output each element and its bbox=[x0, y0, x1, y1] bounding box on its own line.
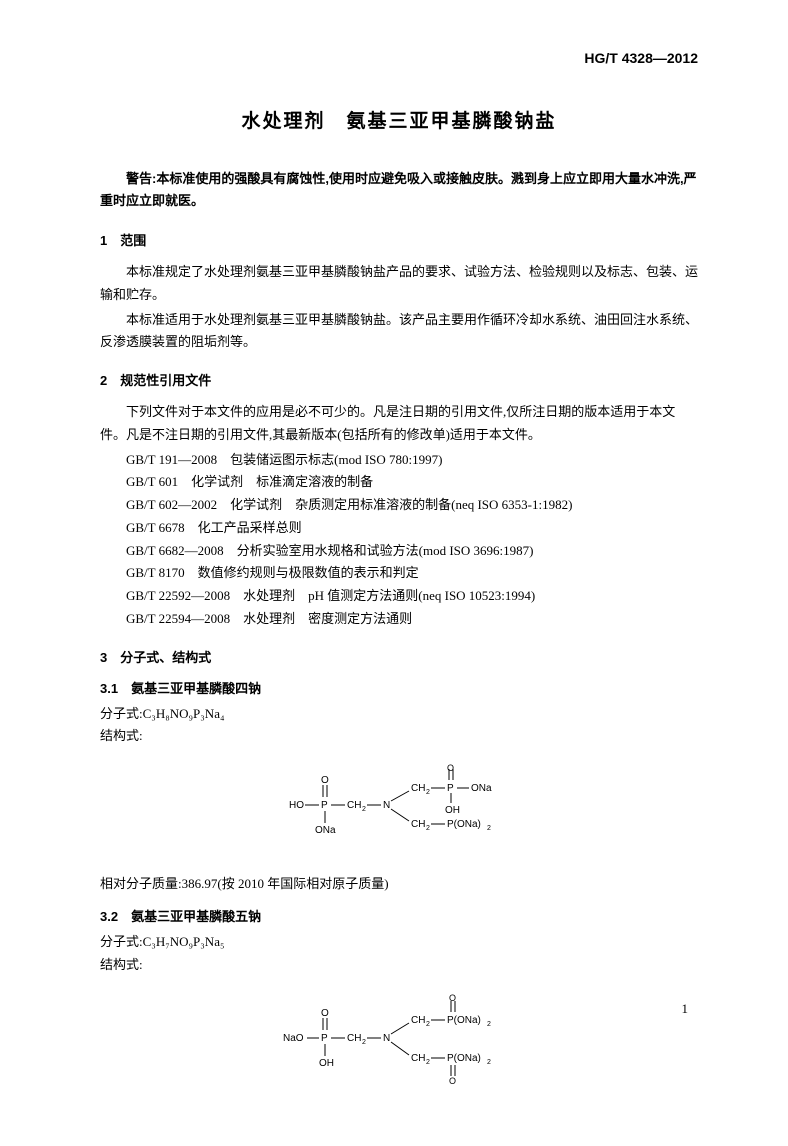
svg-text:P(ONa): P(ONa) bbox=[447, 1015, 481, 1026]
reference-2: GB/T 601 化学试剂 标准滴定溶液的制备 bbox=[100, 471, 698, 494]
section-1-heading: 1 范围 bbox=[100, 230, 698, 249]
svg-text:HO: HO bbox=[289, 800, 304, 811]
svg-text:CH: CH bbox=[347, 1033, 361, 1044]
svg-text:2: 2 bbox=[487, 1021, 491, 1028]
svg-text:O: O bbox=[449, 993, 456, 1003]
svg-text:CH: CH bbox=[347, 800, 361, 811]
section-3-heading: 3 分子式、结构式 bbox=[100, 647, 698, 666]
svg-text:P: P bbox=[321, 800, 328, 811]
svg-text:P(ONa): P(ONa) bbox=[447, 819, 481, 830]
reference-1: GB/T 191—2008 包装储运图示标志(mod ISO 780:1997) bbox=[100, 449, 698, 472]
svg-text:P: P bbox=[447, 783, 454, 794]
svg-text:2: 2 bbox=[426, 1021, 430, 1028]
reference-8: GB/T 22594—2008 水处理剂 密度测定方法通则 bbox=[100, 608, 698, 631]
svg-text:OH: OH bbox=[319, 1058, 334, 1069]
reference-5: GB/T 6682—2008 分析实验室用水规格和试验方法(mod ISO 36… bbox=[100, 540, 698, 563]
structure-diagram-3-1: HO P O ONa CH 2 N CH 2 bbox=[100, 763, 698, 858]
reference-3: GB/T 602—2002 化学试剂 杂质测定用标准溶液的制备(neq ISO … bbox=[100, 494, 698, 517]
formula-3-1: 分子式:C₃H₈NO₉P₃Na₄ bbox=[100, 703, 698, 726]
section-1-para-1: 本标准规定了水处理剂氨基三亚甲基膦酸钠盐产品的要求、试验方法、检验规则以及标志、… bbox=[100, 261, 698, 307]
svg-text:CH: CH bbox=[411, 819, 425, 830]
svg-text:N: N bbox=[383, 800, 390, 811]
molecular-mass-3-1: 相对分子质量:386.97(按 2010 年国际相对原子质量) bbox=[100, 873, 698, 896]
section-2-intro: 下列文件对于本文件的应用是必不可少的。凡是注日期的引用文件,仅所注日期的版本适用… bbox=[100, 401, 698, 447]
svg-text:2: 2 bbox=[487, 1059, 491, 1066]
svg-text:ONa: ONa bbox=[471, 783, 492, 794]
reference-4: GB/T 6678 化工产品采样总则 bbox=[100, 517, 698, 540]
structure-label-3-2: 结构式: bbox=[100, 954, 698, 977]
svg-text:NaO: NaO bbox=[283, 1033, 304, 1044]
svg-text:2: 2 bbox=[426, 1059, 430, 1066]
svg-text:CH: CH bbox=[411, 1015, 425, 1026]
structure-diagram-3-2: NaO P O OH CH 2 N CH 2 bbox=[100, 991, 698, 1091]
reference-7: GB/T 22592—2008 水处理剂 pH 值测定方法通则(neq ISO … bbox=[100, 585, 698, 608]
svg-text:P: P bbox=[321, 1033, 328, 1044]
svg-text:ONa: ONa bbox=[315, 825, 336, 836]
svg-text:O: O bbox=[321, 1008, 329, 1019]
svg-text:N: N bbox=[383, 1033, 390, 1044]
svg-text:2: 2 bbox=[362, 1039, 366, 1046]
formula-3-2: 分子式:C₃H₇NO₉P₃Na₅ bbox=[100, 931, 698, 954]
document-title: 水处理剂 氨基三亚甲基膦酸钠盐 bbox=[100, 106, 698, 133]
structure-label-3-1: 结构式: bbox=[100, 725, 698, 748]
section-2-heading: 2 规范性引用文件 bbox=[100, 370, 698, 389]
page-number: 1 bbox=[682, 1001, 689, 1017]
svg-text:O: O bbox=[449, 1076, 456, 1086]
svg-text:2: 2 bbox=[362, 806, 366, 813]
svg-text:P(ONa): P(ONa) bbox=[447, 1053, 481, 1064]
svg-text:2: 2 bbox=[487, 825, 491, 832]
svg-text:OH: OH bbox=[445, 805, 460, 816]
svg-text:CH: CH bbox=[411, 783, 425, 794]
svg-text:CH: CH bbox=[411, 1053, 425, 1064]
section-3-2-heading: 3.2 氨基三亚甲基膦酸五钠 bbox=[100, 906, 698, 925]
reference-6: GB/T 8170 数值修约规则与极限数值的表示和判定 bbox=[100, 562, 698, 585]
svg-text:O: O bbox=[321, 775, 329, 786]
svg-text:2: 2 bbox=[426, 825, 430, 832]
standard-code: HG/T 4328—2012 bbox=[100, 50, 698, 66]
warning-text: 警告:本标准使用的强酸具有腐蚀性,使用时应避免吸入或接触皮肤。溅到身上应立即用大… bbox=[100, 168, 698, 212]
svg-text:O: O bbox=[447, 763, 454, 773]
section-1-para-2: 本标准适用于水处理剂氨基三亚甲基膦酸钠盐。该产品主要用作循环冷却水系统、油田回注… bbox=[100, 309, 698, 355]
section-3-1-heading: 3.1 氨基三亚甲基膦酸四钠 bbox=[100, 678, 698, 697]
svg-text:2: 2 bbox=[426, 789, 430, 796]
